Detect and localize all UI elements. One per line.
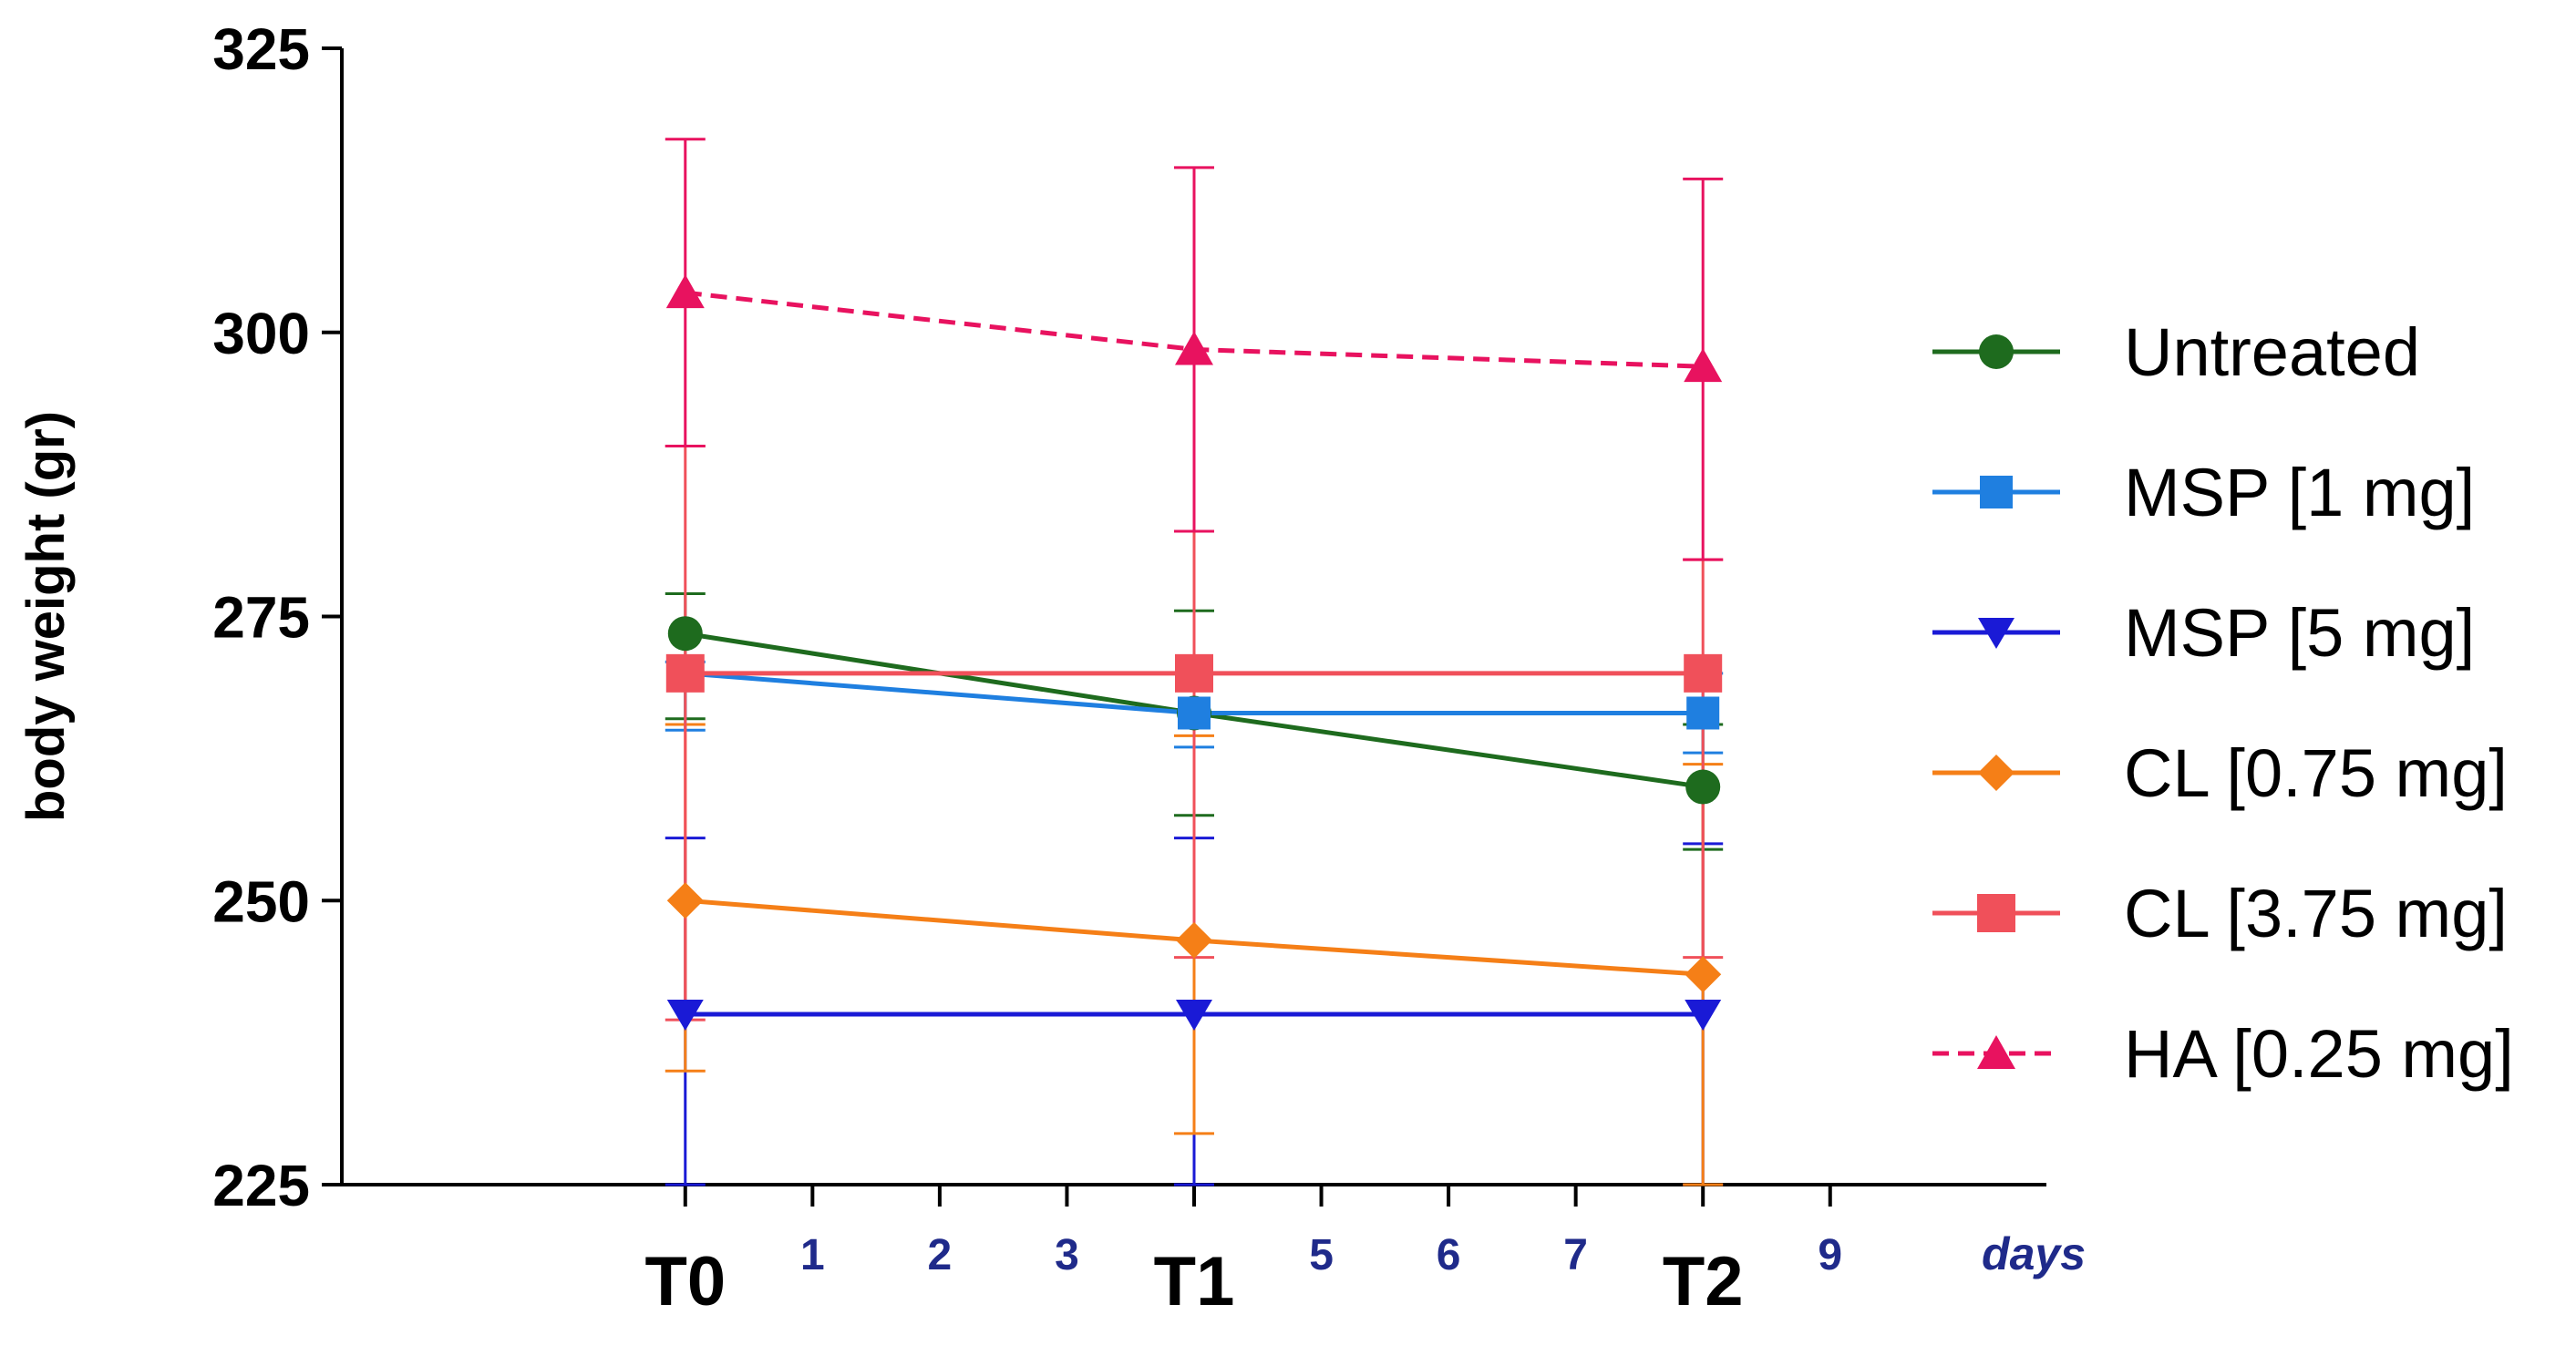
point-ha-0-25-mg-0: [665, 274, 705, 309]
point-cl-0-75-mg-2: [1685, 956, 1722, 993]
legend-marker-ha-0-25-mg: [1977, 1035, 2015, 1069]
point-untreated-0: [667, 616, 703, 652]
point-msp-1-mg-1: [1178, 696, 1211, 730]
legend-marker-untreated: [1979, 334, 2014, 369]
legend-item-untreated: Untreated: [1932, 314, 2420, 390]
legend-item-cl-0-75-mg: CL [0.75 mg]: [1932, 735, 2508, 811]
y-tick-label-225: 225: [212, 1153, 310, 1218]
legend-label-msp-1-mg: MSP [1 mg]: [2124, 455, 2475, 530]
x-minor-tick-label-6: 6: [1437, 1231, 1461, 1279]
point-msp-5-mg-2: [1685, 999, 1722, 1031]
x-minor-tick-label-1: 1: [800, 1231, 825, 1279]
y-tick-label-275: 275: [212, 585, 310, 651]
x-minor-tick-label-5: 5: [1309, 1231, 1334, 1279]
x-minor-tick-label-2: 2: [928, 1231, 953, 1279]
legend-marker-cl-3-75-mg: [1977, 894, 2015, 932]
x-unit-label: days: [1982, 1228, 2086, 1279]
x-major-tick-label-t2: T2: [1663, 1243, 1744, 1320]
legend-item-ha-0-25-mg: HA [0.25 mg]: [1932, 1016, 2514, 1092]
point-msp-1-mg-2: [1686, 696, 1720, 730]
y-axis-title: body weight (gr): [16, 411, 76, 822]
point-cl-3-75-mg-0: [665, 653, 705, 693]
legend-item-msp-1-mg: MSP [1 mg]: [1932, 455, 2475, 530]
legend: Untreated MSP [1 mg] MSP [5 mg] CL [0.75 mg…: [1932, 314, 2514, 1092]
point-cl-3-75-mg-2: [1684, 653, 1723, 693]
legend-label-msp-5-mg: MSP [5 mg]: [2124, 595, 2475, 671]
y-tick-label-325: 325: [212, 16, 310, 82]
legend-item-cl-3-75-mg: CL [3.75 mg]: [1932, 876, 2508, 951]
point-cl-0-75-mg-1: [1176, 921, 1212, 959]
legend-marker-msp-5-mg: [1978, 618, 2014, 649]
point-msp-5-mg-0: [666, 999, 704, 1031]
x-minor-tick-label-3: 3: [1055, 1231, 1079, 1279]
legend-label-ha-0-25-mg: HA [0.25 mg]: [2124, 1016, 2514, 1092]
series-markers: [665, 274, 1723, 1031]
x-major-tick-label-t0: T0: [644, 1243, 726, 1320]
point-ha-0-25-mg-1: [1175, 331, 1213, 365]
y-tick-label-300: 300: [212, 301, 310, 366]
axes: 225 250 275 300 325 body weight (gr) T0 T1 T2 1 2 3…: [16, 16, 2086, 1320]
x-major-tick-label-t1: T1: [1154, 1243, 1235, 1320]
y-tick-label-250: 250: [212, 868, 310, 934]
point-cl-3-75-mg-1: [1175, 653, 1213, 693]
point-ha-0-25-mg-2: [1684, 348, 1723, 383]
x-minor-tick-label-9: 9: [1818, 1231, 1842, 1279]
legend-marker-msp-1-mg: [1980, 476, 2013, 508]
point-untreated-2: [1685, 769, 1721, 805]
legend-label-cl-3-75-mg: CL [3.75 mg]: [2124, 876, 2508, 951]
legend-marker-cl-0-75-mg: [1978, 755, 2014, 791]
legend-label-untreated: Untreated: [2124, 314, 2420, 390]
point-msp-5-mg-1: [1176, 999, 1212, 1031]
x-minor-tick-label-7: 7: [1563, 1231, 1588, 1279]
point-cl-0-75-mg-0: [666, 882, 704, 919]
legend-item-msp-5-mg: MSP [5 mg]: [1932, 595, 2475, 671]
legend-label-cl-0-75-mg: CL [0.75 mg]: [2124, 735, 2508, 811]
